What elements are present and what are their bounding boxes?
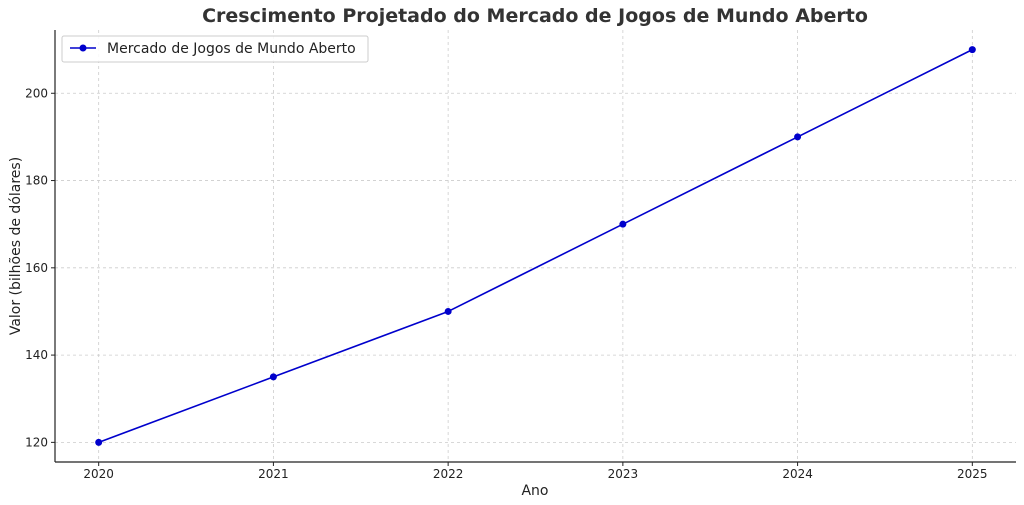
legend-entry-label: Mercado de Jogos de Mundo Aberto: [107, 41, 356, 57]
data-point: [968, 46, 976, 54]
y-axis-label: Valor (bilhões de dólares): [8, 157, 24, 335]
data-point: [794, 133, 802, 141]
y-tick-label: 200: [25, 86, 48, 100]
data-point: [444, 307, 452, 315]
x-tick-label: 2024: [782, 467, 813, 481]
data-point: [269, 373, 277, 381]
y-tick-label: 120: [25, 435, 48, 449]
x-tick-label: 2023: [608, 467, 639, 481]
series-layer: [95, 46, 976, 446]
x-axis-label: Ano: [521, 483, 548, 499]
x-tick-label: 2021: [258, 467, 289, 481]
chart-title: Crescimento Projetado do Mercado de Jogo…: [202, 5, 868, 27]
y-tick-label: 180: [25, 174, 48, 188]
legend-marker-swatch: [79, 44, 87, 52]
y-tick-label: 140: [25, 348, 48, 362]
y-tick-label: 160: [25, 261, 48, 275]
data-point: [95, 438, 103, 446]
series-line: [98, 48, 973, 444]
grid: [55, 30, 1016, 462]
x-tick-label: 2025: [957, 467, 988, 481]
legend: Mercado de Jogos de Mundo Aberto: [61, 35, 369, 63]
x-axis-ticks: 2020 2021 2022 2023 2024 2025: [83, 462, 988, 481]
legend-frame: [61, 35, 369, 63]
x-tick-label: 2020: [83, 467, 114, 481]
x-tick-label: 2022: [433, 467, 464, 481]
y-axis-ticks: 120 140 160 180 200: [25, 86, 55, 449]
data-point: [619, 220, 627, 228]
